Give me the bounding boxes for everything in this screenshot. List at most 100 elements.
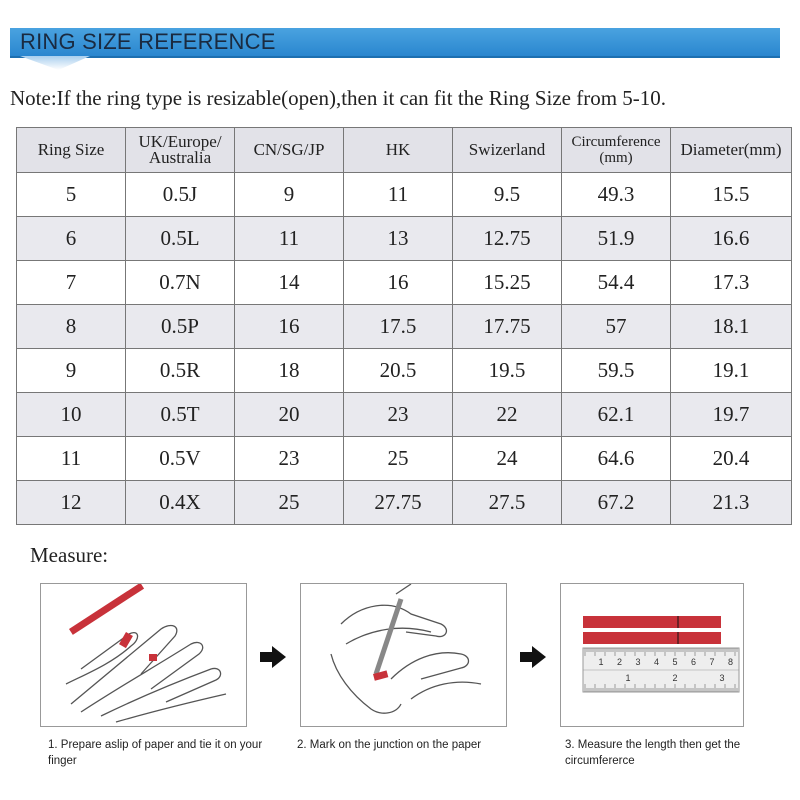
- table-row: 11 0.5V 23 25 24 64.6 20.4: [16, 436, 792, 481]
- table-cell: 11: [343, 172, 453, 217]
- table-cell: 6: [16, 216, 126, 261]
- table-row: 12 0.4X 25 27.75 27.5 67.2 21.3: [16, 480, 792, 525]
- table-cell: 27.5: [452, 480, 562, 525]
- ruler-number: 1: [598, 657, 603, 667]
- table-cell: 51.9: [561, 216, 671, 261]
- table-cell: 59.5: [561, 348, 671, 393]
- paper-strip: [583, 632, 721, 644]
- table-cell: 9: [234, 172, 344, 217]
- table-cell: 64.6: [561, 436, 671, 481]
- step-illustration: [300, 583, 507, 727]
- ruler-number: 6: [691, 657, 696, 667]
- banner: RING SIZE REFERENCE: [10, 28, 780, 58]
- paper-strip: [583, 616, 721, 628]
- table-cell: 19.7: [670, 392, 792, 437]
- column-header: UK/Europe/ Australia: [125, 127, 235, 173]
- table-cell: 17.3: [670, 260, 792, 305]
- arrow: [520, 646, 546, 668]
- table-cell: 19.1: [670, 348, 792, 393]
- ruler-number: 2: [617, 657, 622, 667]
- ruler-number: 1: [625, 673, 630, 683]
- table-row: 7 0.7N 14 16 15.25 54.4 17.3: [16, 260, 792, 305]
- paper-strip: [69, 582, 145, 635]
- ruler-number: 3: [635, 657, 640, 667]
- column-header: HK: [343, 127, 453, 173]
- table-cell: 17.75: [452, 304, 562, 349]
- table-cell: 24: [452, 436, 562, 481]
- table-row: 6 0.5L 11 13 12.75 51.9 16.6: [16, 216, 792, 261]
- table-row: 9 0.5R 18 20.5 19.5 59.5 19.1: [16, 348, 792, 393]
- column-header: Circumference (mm): [561, 127, 671, 173]
- hand-drawing: [65, 582, 227, 723]
- table-cell: 10: [16, 392, 126, 437]
- ruler-number: 3: [719, 673, 724, 683]
- ruler-number: 5: [672, 657, 677, 667]
- table-cell: 9: [16, 348, 126, 393]
- banner-tail: [20, 56, 90, 70]
- pen: [373, 598, 404, 675]
- banner-title: RING SIZE REFERENCE: [20, 29, 276, 54]
- table-cell: 0.5V: [125, 436, 235, 481]
- table-cell: 23: [234, 436, 344, 481]
- table-cell: 0.5L: [125, 216, 235, 261]
- table-cell: 14: [234, 260, 344, 305]
- table-cell: 18: [234, 348, 344, 393]
- measure-title: Measure:: [30, 543, 109, 567]
- paper-strip: [119, 632, 133, 649]
- table-cell: 19.5: [452, 348, 562, 393]
- table-row: 8 0.5P 16 17.5 17.75 57 18.1: [16, 304, 792, 349]
- table-cell: 7: [16, 260, 126, 305]
- table-cell: 20.4: [670, 436, 792, 481]
- table-cell: 20.5: [343, 348, 453, 393]
- table-cell: 16.6: [670, 216, 792, 261]
- ruler-number: 7: [709, 657, 714, 667]
- table-cell: 27.75: [343, 480, 453, 525]
- step-caption: 1. Prepare aslip of paper and tie it on …: [48, 739, 263, 767]
- note: Note:If the ring type is resizable(open)…: [10, 86, 667, 110]
- step-caption: 3. Measure the length then get the circu…: [565, 739, 741, 767]
- table-body: 5 0.5J 9 11 9.5 49.3 15.5 6 0.5L 11 13 12.75 51.9 16.…: [16, 172, 792, 525]
- column-header: CN/SG/JP: [234, 127, 344, 173]
- table-cell: 0.5T: [125, 392, 235, 437]
- paper-strip: [373, 670, 389, 681]
- table-cell: 15.5: [670, 172, 792, 217]
- table-cell: 67.2: [561, 480, 671, 525]
- column-header: Ring Size: [16, 127, 126, 173]
- table-cell: 17.5: [343, 304, 453, 349]
- table-cell: 0.4X: [125, 480, 235, 525]
- ruler-number: 8: [728, 657, 733, 667]
- table-cell: 20: [234, 392, 344, 437]
- table-cell: 5: [16, 172, 126, 217]
- header-row: Ring Size UK/Europe/ Australia CN/SG/JP HK S…: [16, 127, 792, 173]
- ruler-number: 4: [654, 657, 659, 667]
- step-illustration: [40, 582, 247, 727]
- table-row: 10 0.5T 20 23 22 62.1 19.7: [16, 392, 792, 437]
- table-cell: 23: [343, 392, 453, 437]
- table-cell: 25: [343, 436, 453, 481]
- column-header: Swizerland: [452, 127, 562, 173]
- paper-strip: [149, 654, 157, 661]
- table-cell: 15.25: [452, 260, 562, 305]
- table-cell: 0.5J: [125, 172, 235, 217]
- table-cell: 54.4: [561, 260, 671, 305]
- table-cell: 0.5P: [125, 304, 235, 349]
- table-cell: 13: [343, 216, 453, 261]
- table-cell: 12: [16, 480, 126, 525]
- table-cell: 25: [234, 480, 344, 525]
- table-cell: 16: [343, 260, 453, 305]
- hand-drawing: [330, 583, 482, 714]
- table-cell: 8: [16, 304, 126, 349]
- ruler-drawing: 1 2 3 4 5 6 7 81 2 3: [582, 616, 740, 693]
- table-cell: 22: [452, 392, 562, 437]
- table-cell: 18.1: [670, 304, 792, 349]
- table-cell: 16: [234, 304, 344, 349]
- step-caption: 2. Mark on the junction on the paper: [297, 739, 482, 751]
- table-cell: 0.5R: [125, 348, 235, 393]
- table-cell: 11: [16, 436, 126, 481]
- table-cell: 57: [561, 304, 671, 349]
- table-cell: 21.3: [670, 480, 792, 525]
- table-cell: 9.5: [452, 172, 562, 217]
- table-cell: 12.75: [452, 216, 562, 261]
